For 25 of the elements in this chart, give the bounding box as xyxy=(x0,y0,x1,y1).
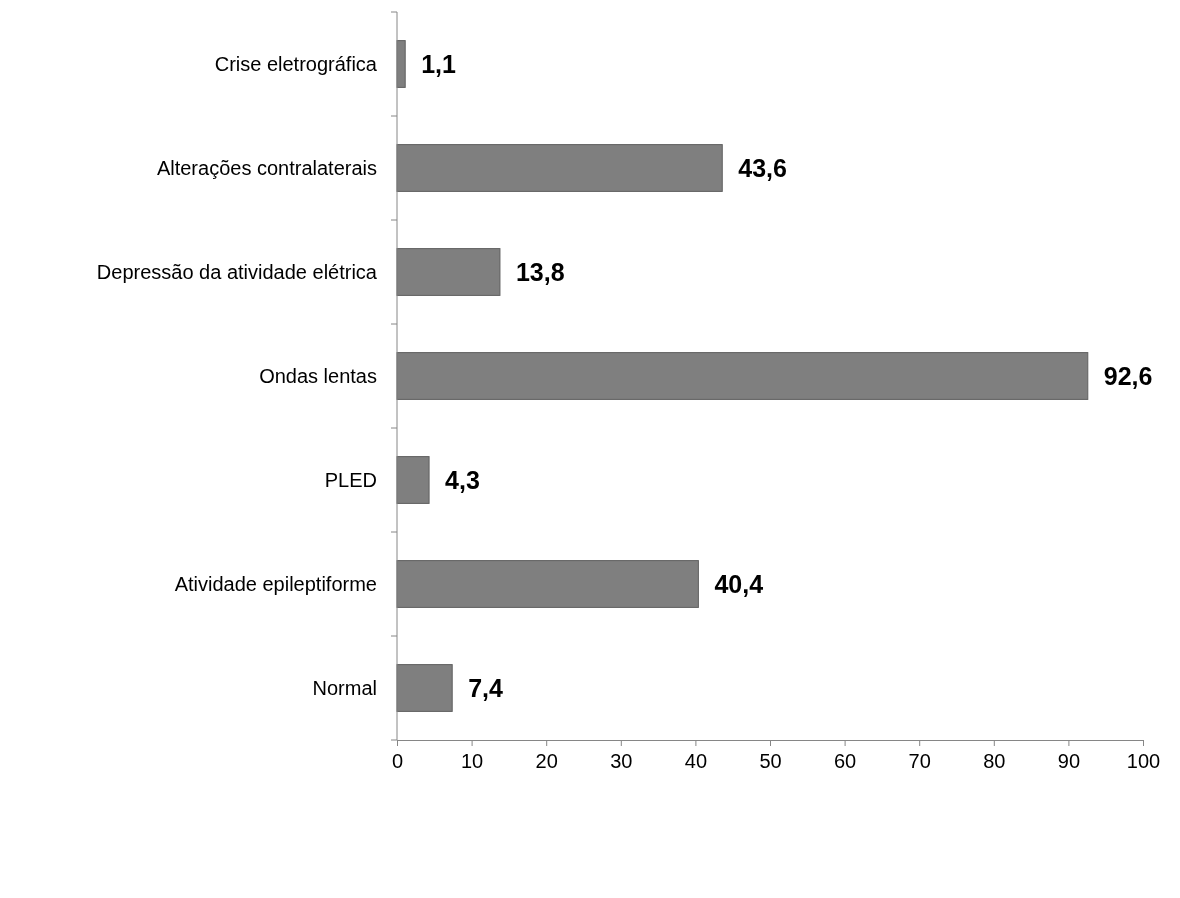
y-tick-label: Atividade epileptiforme xyxy=(174,573,377,595)
y-tick-label: Normal xyxy=(312,677,377,699)
data-label: 4,3 xyxy=(445,465,480,494)
data-label: 92,6 xyxy=(1103,361,1153,390)
y-tick-label: PLED xyxy=(324,469,377,491)
x-tick-label: 100 xyxy=(1126,750,1161,773)
x-tick-label: 40 xyxy=(684,750,708,773)
data-label: 40,4 xyxy=(714,569,764,598)
x-tick-label: 10 xyxy=(460,750,484,773)
x-tick-label: 70 xyxy=(908,750,931,773)
x-tick-label: 60 xyxy=(833,750,857,773)
y-tick-label: Crise eletrográfica xyxy=(214,53,378,75)
y-tick-label: Alterações contralaterais xyxy=(156,157,377,179)
data-label: 43,6 xyxy=(738,153,787,182)
x-tick-label: 80 xyxy=(983,750,1006,773)
data-label: 7,4 xyxy=(468,673,504,702)
x-tick-label: 50 xyxy=(759,750,782,773)
y-tick-label: Ondas lentas xyxy=(259,365,377,387)
x-tick-label: 90 xyxy=(1057,750,1081,773)
data-label: 13,8 xyxy=(515,257,565,286)
x-tick-label: 30 xyxy=(610,750,633,773)
y-tick-label: Depressão da atividade elétrica xyxy=(96,261,378,283)
data-label: 1,1 xyxy=(421,49,457,78)
x-tick-label: 20 xyxy=(535,750,558,773)
x-tick-label: 0 xyxy=(391,750,404,773)
